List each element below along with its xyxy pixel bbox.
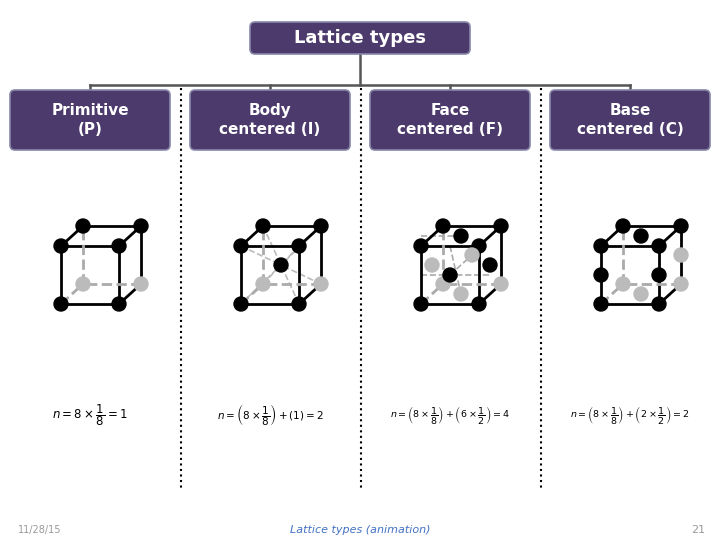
- Circle shape: [436, 219, 450, 233]
- Circle shape: [414, 239, 428, 253]
- Circle shape: [616, 219, 630, 233]
- FancyBboxPatch shape: [550, 90, 710, 150]
- Text: Lattice types: Lattice types: [294, 29, 426, 47]
- Circle shape: [652, 239, 666, 253]
- Circle shape: [652, 297, 666, 311]
- Circle shape: [652, 268, 666, 282]
- FancyBboxPatch shape: [370, 90, 530, 150]
- FancyBboxPatch shape: [10, 90, 170, 150]
- Circle shape: [634, 287, 648, 301]
- Circle shape: [472, 239, 486, 253]
- Circle shape: [443, 268, 457, 282]
- Circle shape: [674, 277, 688, 291]
- Circle shape: [472, 297, 486, 311]
- Circle shape: [634, 229, 648, 243]
- Circle shape: [494, 277, 508, 291]
- Circle shape: [274, 258, 288, 272]
- Circle shape: [292, 239, 306, 253]
- FancyBboxPatch shape: [250, 22, 470, 54]
- Text: Base
centered (C): Base centered (C): [577, 103, 683, 137]
- Text: Lattice types (animation): Lattice types (animation): [289, 525, 431, 535]
- Circle shape: [594, 239, 608, 253]
- Text: Primitive
(P): Primitive (P): [51, 103, 129, 137]
- Circle shape: [425, 258, 439, 272]
- Text: Face
centered (F): Face centered (F): [397, 103, 503, 137]
- Circle shape: [54, 297, 68, 311]
- Text: 21: 21: [691, 525, 705, 535]
- Circle shape: [54, 239, 68, 253]
- Text: Body
centered (I): Body centered (I): [220, 103, 320, 137]
- Circle shape: [674, 219, 688, 233]
- Circle shape: [134, 277, 148, 291]
- Circle shape: [76, 277, 90, 291]
- Circle shape: [454, 229, 468, 243]
- Circle shape: [256, 219, 270, 233]
- Circle shape: [292, 297, 306, 311]
- Text: $n = \left(8\times\dfrac{1}{8}\right) + \left(2\times\dfrac{1}{2}\right) = 2$: $n = \left(8\times\dfrac{1}{8}\right) + …: [570, 404, 690, 426]
- Circle shape: [594, 297, 608, 311]
- Text: 11/28/15: 11/28/15: [18, 525, 61, 535]
- Text: $n = \left(8\times\dfrac{1}{8}\right) + \left(6\times\dfrac{1}{2}\right) = 4$: $n = \left(8\times\dfrac{1}{8}\right) + …: [390, 404, 510, 426]
- Circle shape: [314, 219, 328, 233]
- Circle shape: [256, 277, 270, 291]
- Circle shape: [483, 258, 497, 272]
- Text: $n = \left(8\times\dfrac{1}{8}\right) + (1) = 2$: $n = \left(8\times\dfrac{1}{8}\right) + …: [217, 402, 323, 428]
- Circle shape: [314, 277, 328, 291]
- Circle shape: [436, 277, 450, 291]
- Circle shape: [594, 268, 608, 282]
- Circle shape: [76, 219, 90, 233]
- Circle shape: [112, 297, 126, 311]
- Circle shape: [674, 248, 688, 262]
- Circle shape: [616, 277, 630, 291]
- Circle shape: [414, 297, 428, 311]
- Circle shape: [465, 248, 479, 262]
- Circle shape: [112, 239, 126, 253]
- Circle shape: [234, 297, 248, 311]
- FancyBboxPatch shape: [190, 90, 350, 150]
- Circle shape: [494, 219, 508, 233]
- Circle shape: [134, 219, 148, 233]
- Circle shape: [234, 239, 248, 253]
- Text: $n = 8\times\dfrac{1}{8} = 1$: $n = 8\times\dfrac{1}{8} = 1$: [53, 402, 127, 428]
- Circle shape: [454, 287, 468, 301]
